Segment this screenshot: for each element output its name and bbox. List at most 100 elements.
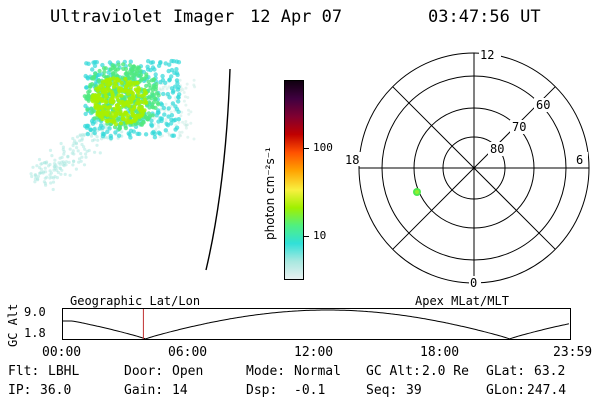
- emission-pixel: [51, 180, 56, 184]
- emission-pixel: [84, 61, 89, 66]
- emission-pixel: [81, 134, 86, 138]
- strip-frame: [62, 308, 571, 340]
- auroral-emission-blob: [29, 58, 197, 192]
- emission-pixel: [108, 98, 113, 103]
- emission-pixel: [166, 68, 171, 74]
- emission-pixel: [127, 119, 132, 124]
- emission-pixel: [113, 111, 118, 116]
- emission-pixel: [137, 65, 142, 70]
- emission-pixel: [176, 109, 181, 114]
- filter-label: Flt:: [8, 364, 40, 379]
- emission-pixel: [128, 135, 133, 140]
- emission-pixel: [92, 63, 98, 69]
- emission-pixel: [71, 149, 75, 153]
- emission-pixel: [99, 114, 104, 119]
- emission-pixel: [149, 122, 154, 127]
- dsp-label: Dsp:: [246, 383, 278, 398]
- emission-pixel: [154, 91, 160, 96]
- emission-pixel: [154, 127, 158, 131]
- emission-pixel: [149, 118, 154, 123]
- emission-pixel: [139, 72, 144, 77]
- strip-x-tick-label: 18:00: [420, 345, 460, 360]
- emission-pixel: [174, 78, 180, 83]
- emission-pixel: [176, 95, 181, 100]
- emission-pixel: [140, 94, 144, 98]
- emission-pixel: [174, 71, 180, 76]
- emission-pixel: [72, 152, 76, 156]
- emission-pixel: [60, 155, 64, 159]
- emission-pixel: [189, 121, 193, 125]
- emission-pixel: [37, 157, 42, 162]
- emission-pixel: [192, 78, 196, 82]
- emission-pixel: [68, 147, 72, 151]
- emission-pixel: [155, 100, 160, 105]
- emission-pixel: [53, 158, 57, 162]
- emission-pixel: [135, 121, 140, 126]
- emission-pixel: [171, 133, 177, 138]
- colorbar: [284, 80, 304, 280]
- emission-pixel: [117, 78, 122, 83]
- altitude-strip-plot: [62, 308, 571, 340]
- ip-value: 36.0: [40, 383, 72, 398]
- emission-pixel: [184, 124, 188, 128]
- diagonal-meridian-b: [392, 86, 556, 250]
- emission-pixel: [103, 100, 108, 104]
- emission-pixel: [102, 73, 107, 79]
- emission-pixel: [157, 125, 161, 129]
- emission-pixel: [50, 175, 54, 179]
- emission-pixel: [123, 126, 128, 131]
- emission-pixel: [50, 154, 54, 158]
- emission-pixel: [187, 108, 190, 112]
- emission-pixel: [111, 85, 116, 89]
- emission-pixel: [77, 160, 81, 164]
- emission-pixel: [184, 120, 188, 123]
- emission-pixel: [181, 120, 185, 124]
- strip-x-tick-label: 12:00: [294, 345, 334, 360]
- emission-pixel: [106, 81, 111, 86]
- emission-pixel: [166, 106, 171, 111]
- emission-pixel: [147, 94, 152, 99]
- emission-pixel: [166, 114, 171, 119]
- emission-pixel: [36, 174, 41, 178]
- emission-pixel: [79, 134, 83, 138]
- emission-pixel: [58, 162, 62, 166]
- emission-pixel: [92, 138, 96, 142]
- emission-pixel: [156, 130, 161, 135]
- mlt-label-12: 12: [480, 50, 494, 62]
- emission-pixel: [38, 171, 43, 175]
- emission-pixel: [83, 147, 87, 151]
- emission-pixel: [97, 97, 102, 102]
- emission-pixel: [77, 157, 82, 161]
- emission-pixel: [120, 113, 125, 118]
- emission-pixel: [187, 112, 191, 116]
- emission-pixel: [138, 99, 143, 104]
- emission-pixel: [61, 145, 65, 149]
- emission-pixel: [177, 121, 181, 124]
- emission-pixel: [142, 88, 147, 93]
- emission-pixel: [150, 60, 156, 65]
- emission-pixel: [110, 92, 115, 97]
- gcalt-value: 2.0 Re: [422, 364, 469, 379]
- emission-pixel: [51, 187, 55, 192]
- colorbar-gradient: [285, 81, 303, 279]
- emission-pixel: [153, 105, 158, 110]
- emission-pixel: [134, 113, 139, 118]
- emission-pixel: [89, 134, 94, 138]
- emission-pixel: [158, 135, 162, 139]
- mlt-label-0: 0: [470, 276, 477, 290]
- emission-pixel: [146, 111, 151, 116]
- emission-pixel: [31, 165, 35, 169]
- emission-pixel: [176, 60, 182, 65]
- emission-pixel: [131, 107, 136, 112]
- emission-pixel: [186, 96, 190, 99]
- emission-pixel: [158, 60, 163, 65]
- emission-pixel: [75, 135, 80, 139]
- emission-pixel: [75, 146, 79, 150]
- emission-pixel: [189, 110, 193, 114]
- emission-pixel: [71, 143, 75, 148]
- emission-pixel: [177, 136, 181, 140]
- emission-pixel: [102, 104, 107, 109]
- emission-pixel: [163, 84, 167, 88]
- emission-pixel: [100, 131, 106, 136]
